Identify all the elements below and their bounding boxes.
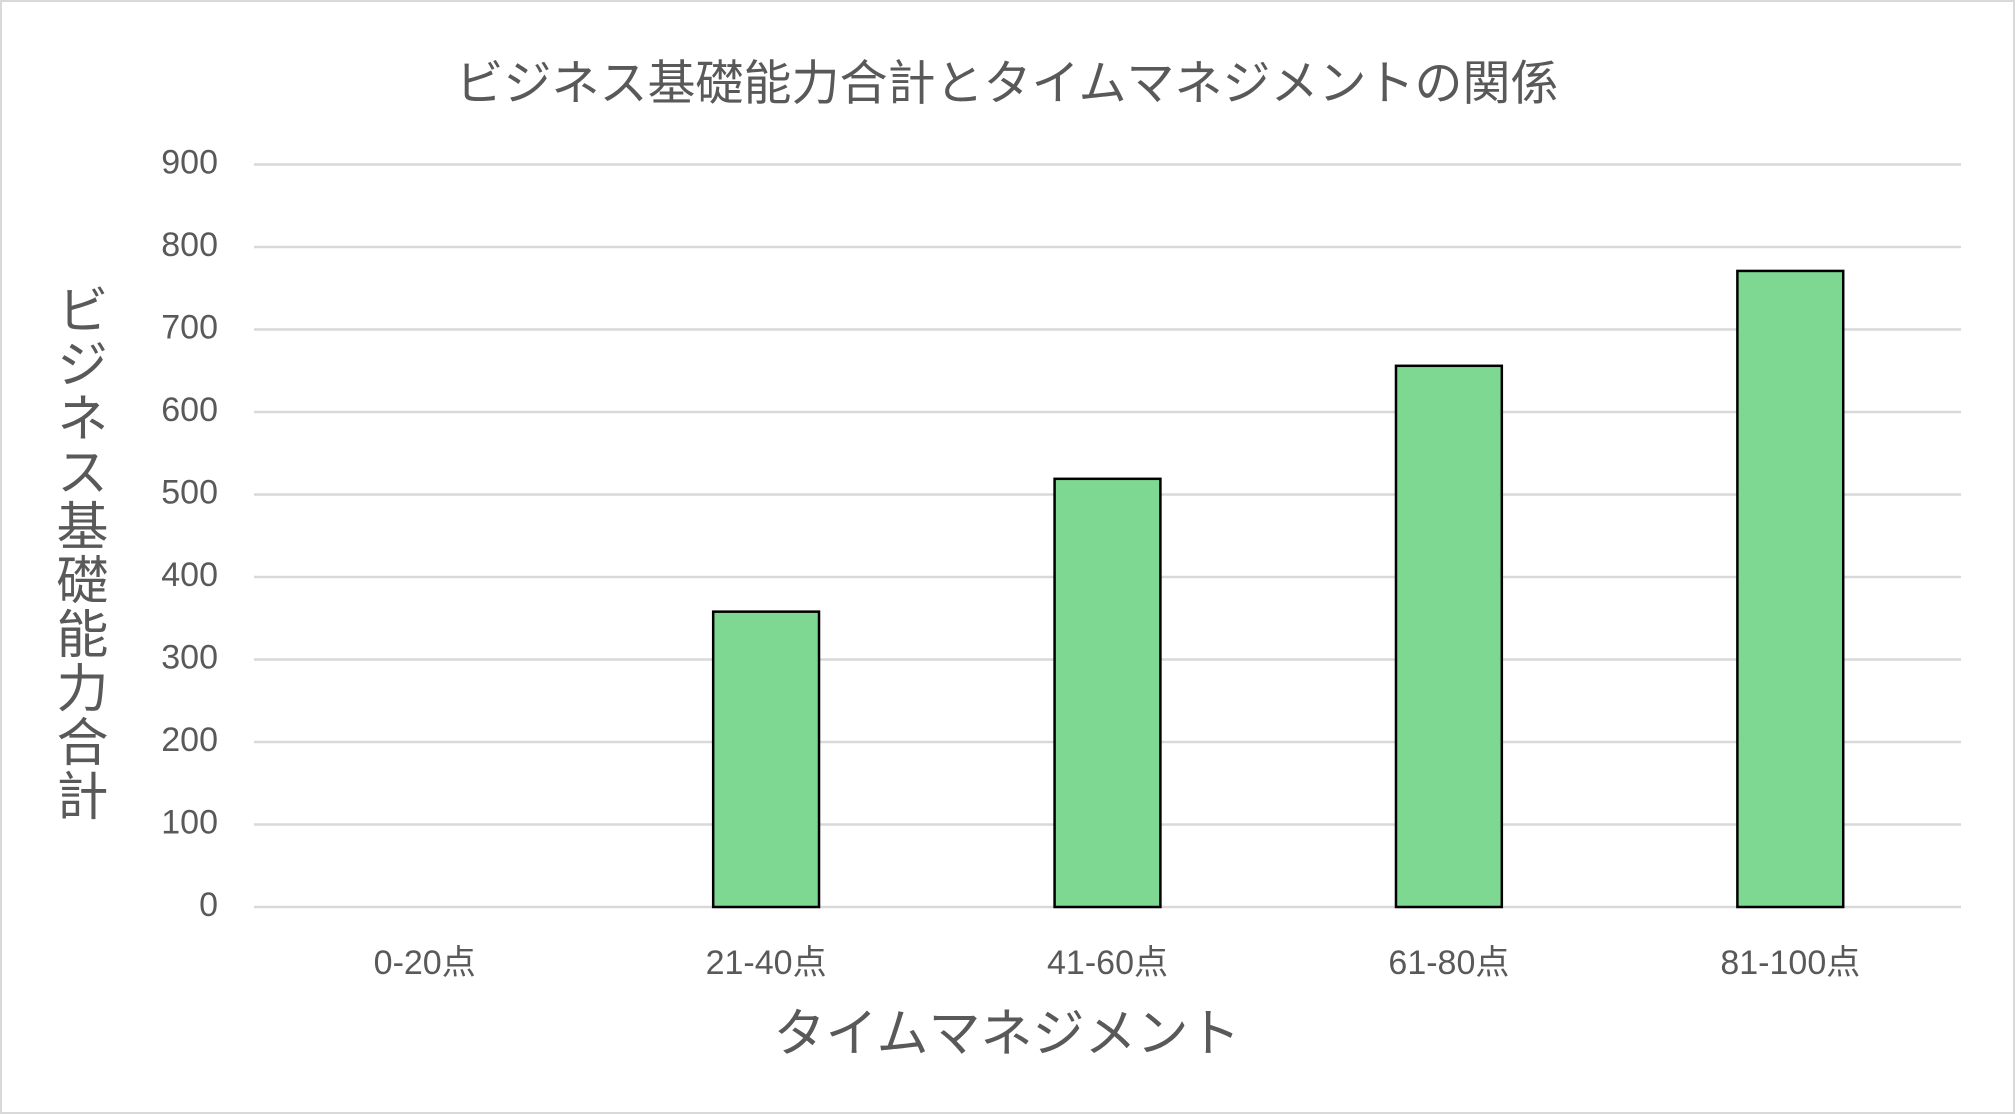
y-tick-label: 200 — [161, 721, 218, 759]
y-tick-label: 700 — [161, 308, 218, 346]
x-tick-label: 61-80点 — [1388, 944, 1509, 982]
y-tick-label: 900 — [161, 143, 218, 181]
y-tick-label: 400 — [161, 556, 218, 594]
x-tick-label: 0-20点 — [374, 944, 476, 982]
y-axis-title: ビジネス基礎能力合計 — [48, 283, 107, 823]
y-tick-label: 800 — [161, 226, 218, 264]
bar — [1053, 477, 1162, 909]
y-tick-label: 100 — [161, 803, 218, 841]
bar — [1736, 269, 1845, 909]
bar — [711, 610, 821, 909]
y-tick-label: 300 — [161, 638, 218, 676]
chart-title: ビジネス基礎能力合計とタイムマネジメントの関係 — [455, 58, 1558, 111]
x-tick-label: 21-40点 — [706, 944, 827, 982]
x-tick-label: 41-60点 — [1047, 944, 1168, 982]
x-tick-label: 81-100点 — [1720, 944, 1860, 982]
y-tick-label: 600 — [161, 391, 218, 429]
y-tick-label: 500 — [161, 473, 218, 511]
x-axis-title: タイムマネジメント — [774, 1006, 1241, 1064]
y-tick-label: 0 — [199, 886, 218, 924]
bar — [1394, 364, 1504, 909]
